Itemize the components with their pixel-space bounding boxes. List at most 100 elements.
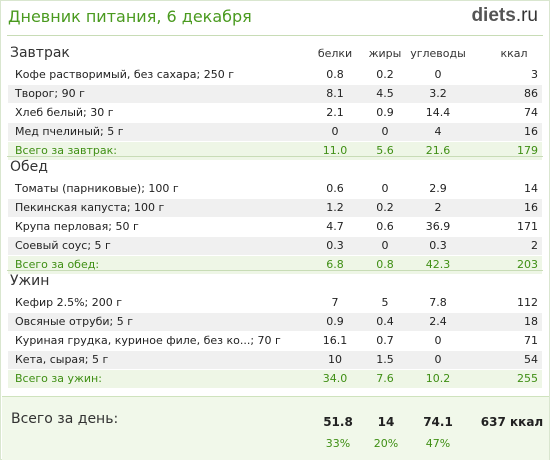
food-carbs: 2.9 — [429, 182, 447, 195]
food-row[interactable]: Соевый соус; 5 г 0.3 0 0.3 2 — [8, 237, 542, 255]
food-kcal: 16 — [524, 125, 538, 138]
column-header-fat: жиры — [368, 47, 402, 60]
food-kcal: 171 — [517, 220, 538, 233]
food-protein: 2.1 — [326, 106, 344, 119]
total-fat: 5.6 — [376, 144, 394, 157]
food-protein: 7 — [331, 296, 339, 309]
total-protein: 34.0 — [322, 372, 348, 385]
food-protein: 10 — [328, 353, 342, 366]
food-name: Кета, сырая; 5 г — [15, 353, 109, 366]
food-row[interactable]: Мед пчелиный; 5 г 0 0 4 16 — [8, 123, 542, 141]
section-title-0: Завтрак — [10, 45, 70, 61]
food-kcal: 14 — [524, 182, 538, 195]
food-protein: 0.3 — [326, 239, 344, 252]
food-protein: 0.8 — [326, 68, 344, 81]
food-name: Куриная грудка, куриное филе, без ко...;… — [15, 334, 281, 347]
total-fat: 0.8 — [376, 258, 394, 271]
food-kcal: 86 — [524, 87, 538, 100]
section-title-2: Ужин — [10, 273, 50, 289]
food-fat: 5 — [381, 296, 389, 309]
total-carbs: 10.2 — [425, 372, 451, 385]
food-fat: 0.7 — [376, 334, 394, 347]
section-total-row: Всего за обед: 6.8 0.8 42.3 203 — [8, 256, 542, 274]
food-kcal: 54 — [524, 353, 538, 366]
food-name: Пекинская капуста; 100 г — [15, 201, 165, 214]
total-protein: 11.0 — [322, 144, 348, 157]
column-header-carbs: углеводы — [410, 47, 466, 60]
section-total-label: Всего за обед: — [15, 258, 100, 271]
food-carbs: 0.3 — [429, 239, 447, 252]
food-name: Хлеб белый; 30 г — [15, 106, 114, 119]
section-total-label: Всего за завтрак: — [15, 144, 118, 157]
food-protein: 0.6 — [326, 182, 344, 195]
food-kcal: 74 — [524, 106, 538, 119]
total-fat: 7.6 — [376, 372, 394, 385]
food-row[interactable]: Кефир 2.5%; 200 г 7 5 7.8 112 — [8, 294, 542, 312]
food-kcal: 16 — [524, 201, 538, 214]
total-kcal: 179 — [517, 144, 538, 157]
food-carbs: 2 — [434, 201, 442, 214]
food-row[interactable]: Куриная грудка, куриное филе, без ко...;… — [8, 332, 542, 350]
food-name: Соевый соус; 5 г — [15, 239, 111, 252]
column-header-protein: белки — [317, 47, 353, 60]
header-divider — [7, 35, 543, 36]
total-carbs: 42.3 — [425, 258, 451, 271]
section-total-row: Всего за завтрак: 11.0 5.6 21.6 179 — [8, 142, 542, 160]
food-row[interactable]: Хлеб белый; 30 г 2.1 0.9 14.4 74 — [8, 104, 542, 122]
food-carbs: 0 — [434, 353, 442, 366]
page-title: Дневник питания, 6 декабря — [8, 7, 252, 26]
food-fat: 0.4 — [376, 315, 394, 328]
food-name: Крупа перловая; 50 г — [15, 220, 139, 233]
day-total-carbs: 74.1 — [423, 415, 453, 429]
total-kcal: 203 — [517, 258, 538, 271]
food-row[interactable]: Творог; 90 г 8.1 4.5 3.2 86 — [8, 85, 542, 103]
food-protein: 0.9 — [326, 315, 344, 328]
food-protein: 0 — [331, 125, 339, 138]
food-row[interactable]: Томаты (парниковые); 100 г 0.6 0 2.9 14 — [8, 180, 542, 198]
food-fat: 0.2 — [376, 201, 394, 214]
food-carbs: 3.2 — [429, 87, 447, 100]
logo-tld: .ru — [515, 5, 538, 26]
food-fat: 0.9 — [376, 106, 394, 119]
food-fat: 0 — [381, 182, 389, 195]
food-row[interactable]: Овсяные отруби; 5 г 0.9 0.4 2.4 18 — [8, 313, 542, 331]
food-protein: 16.1 — [322, 334, 348, 347]
day-total: Всего за день: 51.8 14 74.1 637 ккал 33%… — [2, 396, 549, 460]
total-protein: 6.8 — [326, 258, 344, 271]
food-carbs: 14.4 — [425, 106, 451, 119]
day-total-protein: 51.8 — [323, 415, 353, 429]
food-carbs: 2.4 — [429, 315, 447, 328]
day-total-kcal: 637 ккал — [480, 415, 544, 429]
section-total-row: Всего за ужин: 34.0 7.6 10.2 255 — [8, 370, 542, 388]
food-row[interactable]: Кофе растворимый, без сахара; 250 г 0.8 0.… — [8, 66, 542, 84]
site-logo[interactable]: diets.ru — [471, 5, 538, 27]
food-fat: 0 — [381, 125, 389, 138]
food-kcal: 2 — [531, 239, 538, 252]
day-total-protein-pct: 33% — [325, 437, 351, 450]
section-total-label: Всего за ужин: — [15, 372, 102, 385]
day-total-fat-pct: 20% — [373, 437, 399, 450]
food-kcal: 18 — [524, 315, 538, 328]
food-name: Кефир 2.5%; 200 г — [15, 296, 123, 309]
food-row[interactable]: Крупа перловая; 50 г 4.7 0.6 36.9 171 — [8, 218, 542, 236]
food-carbs: 36.9 — [425, 220, 451, 233]
section-divider — [7, 270, 543, 271]
food-fat: 0.6 — [376, 220, 394, 233]
food-protein: 1.2 — [326, 201, 344, 214]
food-carbs: 4 — [434, 125, 442, 138]
food-kcal: 112 — [517, 296, 538, 309]
day-total-fat: 14 — [377, 415, 395, 429]
food-row[interactable]: Пекинская капуста; 100 г 1.2 0.2 2 16 — [8, 199, 542, 217]
food-kcal: 71 — [524, 334, 538, 347]
food-name: Томаты (парниковые); 100 г — [15, 182, 179, 195]
total-kcal: 255 — [517, 372, 538, 385]
food-name: Мед пчелиный; 5 г — [15, 125, 124, 138]
food-row[interactable]: Кета, сырая; 5 г 10 1.5 0 54 — [8, 351, 542, 369]
food-carbs: 7.8 — [429, 296, 447, 309]
logo-main: diets — [471, 5, 516, 26]
section-title-1: Обед — [10, 159, 48, 175]
section-divider — [7, 156, 543, 157]
column-header-kcal: ккал — [500, 47, 528, 60]
food-protein: 8.1 — [326, 87, 344, 100]
